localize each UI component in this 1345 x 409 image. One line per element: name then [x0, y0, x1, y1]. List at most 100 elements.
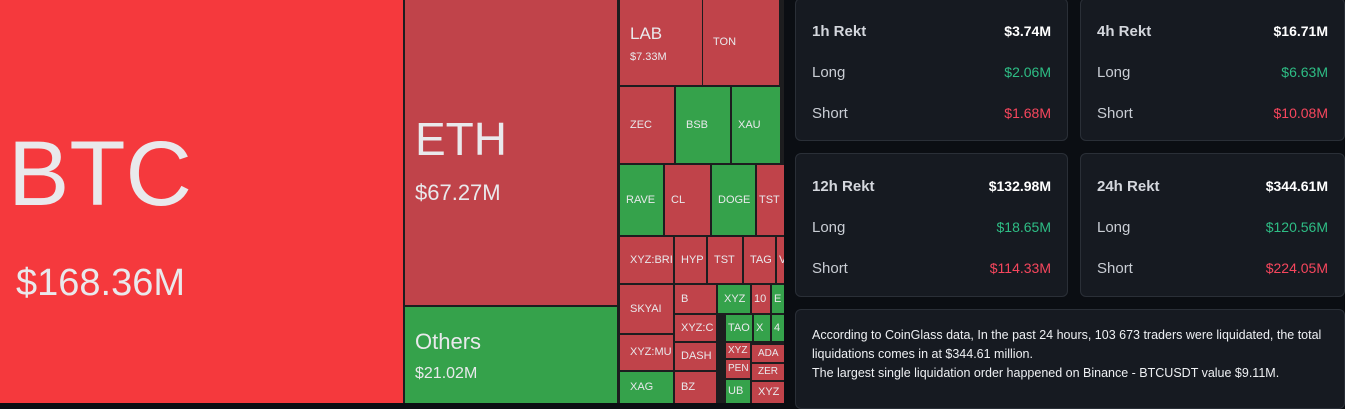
stat-label: Long [812, 64, 846, 81]
cell-label: ADA [758, 347, 779, 359]
treemap-cell: XYZ:C [675, 315, 716, 341]
stat-label: Short [1097, 260, 1133, 277]
stat-value: $10.08M [1273, 105, 1328, 121]
cell-label: ZER [758, 366, 778, 377]
cell-label: XYZ:MU [630, 346, 672, 358]
cell-label: BTC [8, 123, 192, 225]
stat-title: 12h Rekt [812, 178, 875, 195]
treemap-cell: ZER [752, 364, 784, 380]
treemap-cell: DOGE [712, 165, 755, 235]
treemap-cell: DASH [675, 343, 716, 370]
cell-label: TST [714, 253, 735, 266]
stat-row: Short $224.05M [1097, 260, 1328, 280]
summary-text: According to CoinGlass data, In the past… [812, 328, 1322, 361]
stat-total: $132.98M [988, 178, 1051, 194]
cell-label: ETH [415, 113, 507, 165]
treemap-cell: TON [703, 0, 779, 85]
cell-label: TST [759, 193, 780, 206]
cell-label: 10 [754, 292, 767, 305]
cell-label: XYZ [724, 292, 746, 305]
cell-value: $67.27M [415, 180, 501, 205]
stat-value: $120.56M [1265, 219, 1328, 235]
treemap-cell: ADA [752, 345, 784, 362]
cell-value: $21.02M [415, 365, 478, 382]
treemap-cell: ETH $67.27M [405, 0, 617, 305]
treemap-cell: SKYAI [620, 285, 673, 333]
stat-label: Short [812, 105, 848, 122]
stat-row: Long $2.06M [812, 64, 1051, 84]
cell-label: ZEC [630, 118, 652, 131]
cell-label: HYP [681, 253, 704, 266]
treemap-cell: V [777, 237, 784, 283]
cell-label: XYZ:BRI [630, 253, 673, 266]
stat-card: 4h Rekt $16.71M Long $6.63M Short $10.08M [1080, 0, 1345, 141]
treemap-cell: XYZ [752, 382, 784, 403]
cell-label: Others [415, 329, 482, 354]
cell-label: TAG [750, 253, 772, 266]
stat-header: 4h Rekt $16.71M [1097, 23, 1328, 43]
summary: According to CoinGlass data, In the past… [795, 309, 1345, 409]
stat-header: 24h Rekt $344.61M [1097, 178, 1328, 198]
treemap-cell: BTC $168.36M [0, 0, 403, 403]
stat-card: 12h Rekt $132.98M Long $18.65M Short $114.33M [795, 153, 1068, 297]
treemap-cell: 10 [752, 285, 770, 313]
cell-label: SKYAI [630, 302, 662, 315]
treemap-cell: HYP [675, 237, 706, 283]
stat-label: Short [1097, 105, 1133, 122]
stat-title: 4h Rekt [1097, 23, 1152, 40]
cell-label: XYZ:C [681, 321, 714, 334]
cell-label: TON [713, 36, 737, 48]
stat-value: $1.68M [1004, 105, 1051, 121]
treemap-cell: RAVE [620, 165, 663, 235]
stat-label: Long [1097, 219, 1131, 236]
cell-label: BSB [686, 118, 709, 131]
cell-label: XAG [630, 381, 654, 393]
stat-row: Short $114.33M [812, 260, 1051, 280]
cell-label: V [779, 253, 784, 266]
stat-header: 12h Rekt $132.98M [812, 178, 1051, 198]
stat-header: 1h Rekt $3.74M [812, 23, 1051, 43]
treemap-cell: B [675, 285, 716, 313]
stat-total: $3.74M [1004, 23, 1051, 39]
cell-value: $7.33M [630, 51, 667, 63]
cell-label: XYZ [758, 386, 780, 398]
cell-label: RAVE [626, 193, 656, 206]
stat-total: $344.61M [1265, 178, 1328, 194]
stat-row: Long $6.63M [1097, 64, 1328, 84]
treemap-cell: XYZ:MU [620, 335, 673, 370]
stat-label: Long [1097, 64, 1131, 81]
treemap-cell: E [772, 285, 784, 313]
cell-label: XYZ [728, 344, 748, 356]
stat-total: $16.71M [1273, 23, 1328, 39]
stat-row: Long $18.65M [812, 219, 1051, 239]
stat-value: $224.05M [1265, 260, 1328, 276]
cell-label: XAU [738, 118, 761, 131]
treemap-cell: XAU [732, 87, 780, 163]
stat-row: Long $120.56M [1097, 219, 1328, 239]
stat-title: 24h Rekt [1097, 178, 1160, 195]
cell-label: B [681, 292, 689, 305]
treemap-cell: Others $21.02M [405, 307, 617, 403]
stat-card: 1h Rekt $3.74M Long $2.06M Short $1.68M [795, 0, 1068, 141]
cell-label: LAB [630, 24, 663, 43]
stat-value: $2.06M [1004, 64, 1051, 80]
cell-label: 4 [774, 321, 781, 334]
cell-label: E [774, 292, 782, 305]
treemap: BTC $168.36M ETH $67.27M Others $21.02M LAB $7.… [0, 0, 784, 403]
stat-value: $114.33M [989, 260, 1051, 276]
treemap-cell: XYZ [718, 285, 750, 313]
treemap-cell: X [754, 315, 770, 341]
stat-value: $18.65M [996, 219, 1051, 235]
treemap-cell: TAO [726, 315, 752, 341]
cell-label: CL [671, 193, 686, 206]
treemap-cell: XYZ:BRI [620, 237, 673, 283]
summary-text: The largest single liquidation order hap… [812, 366, 1280, 380]
cell-label: TAO [728, 321, 750, 334]
treemap-cell: ZEC [620, 87, 674, 163]
treemap-cell: TST [708, 237, 742, 283]
stat-row: Short $10.08M [1097, 105, 1328, 125]
stat-card: 24h Rekt $344.61M Long $120.56M Short $224.05… [1080, 153, 1345, 297]
cell-label: UB [728, 385, 744, 397]
treemap-cell: XYZ [726, 343, 750, 358]
